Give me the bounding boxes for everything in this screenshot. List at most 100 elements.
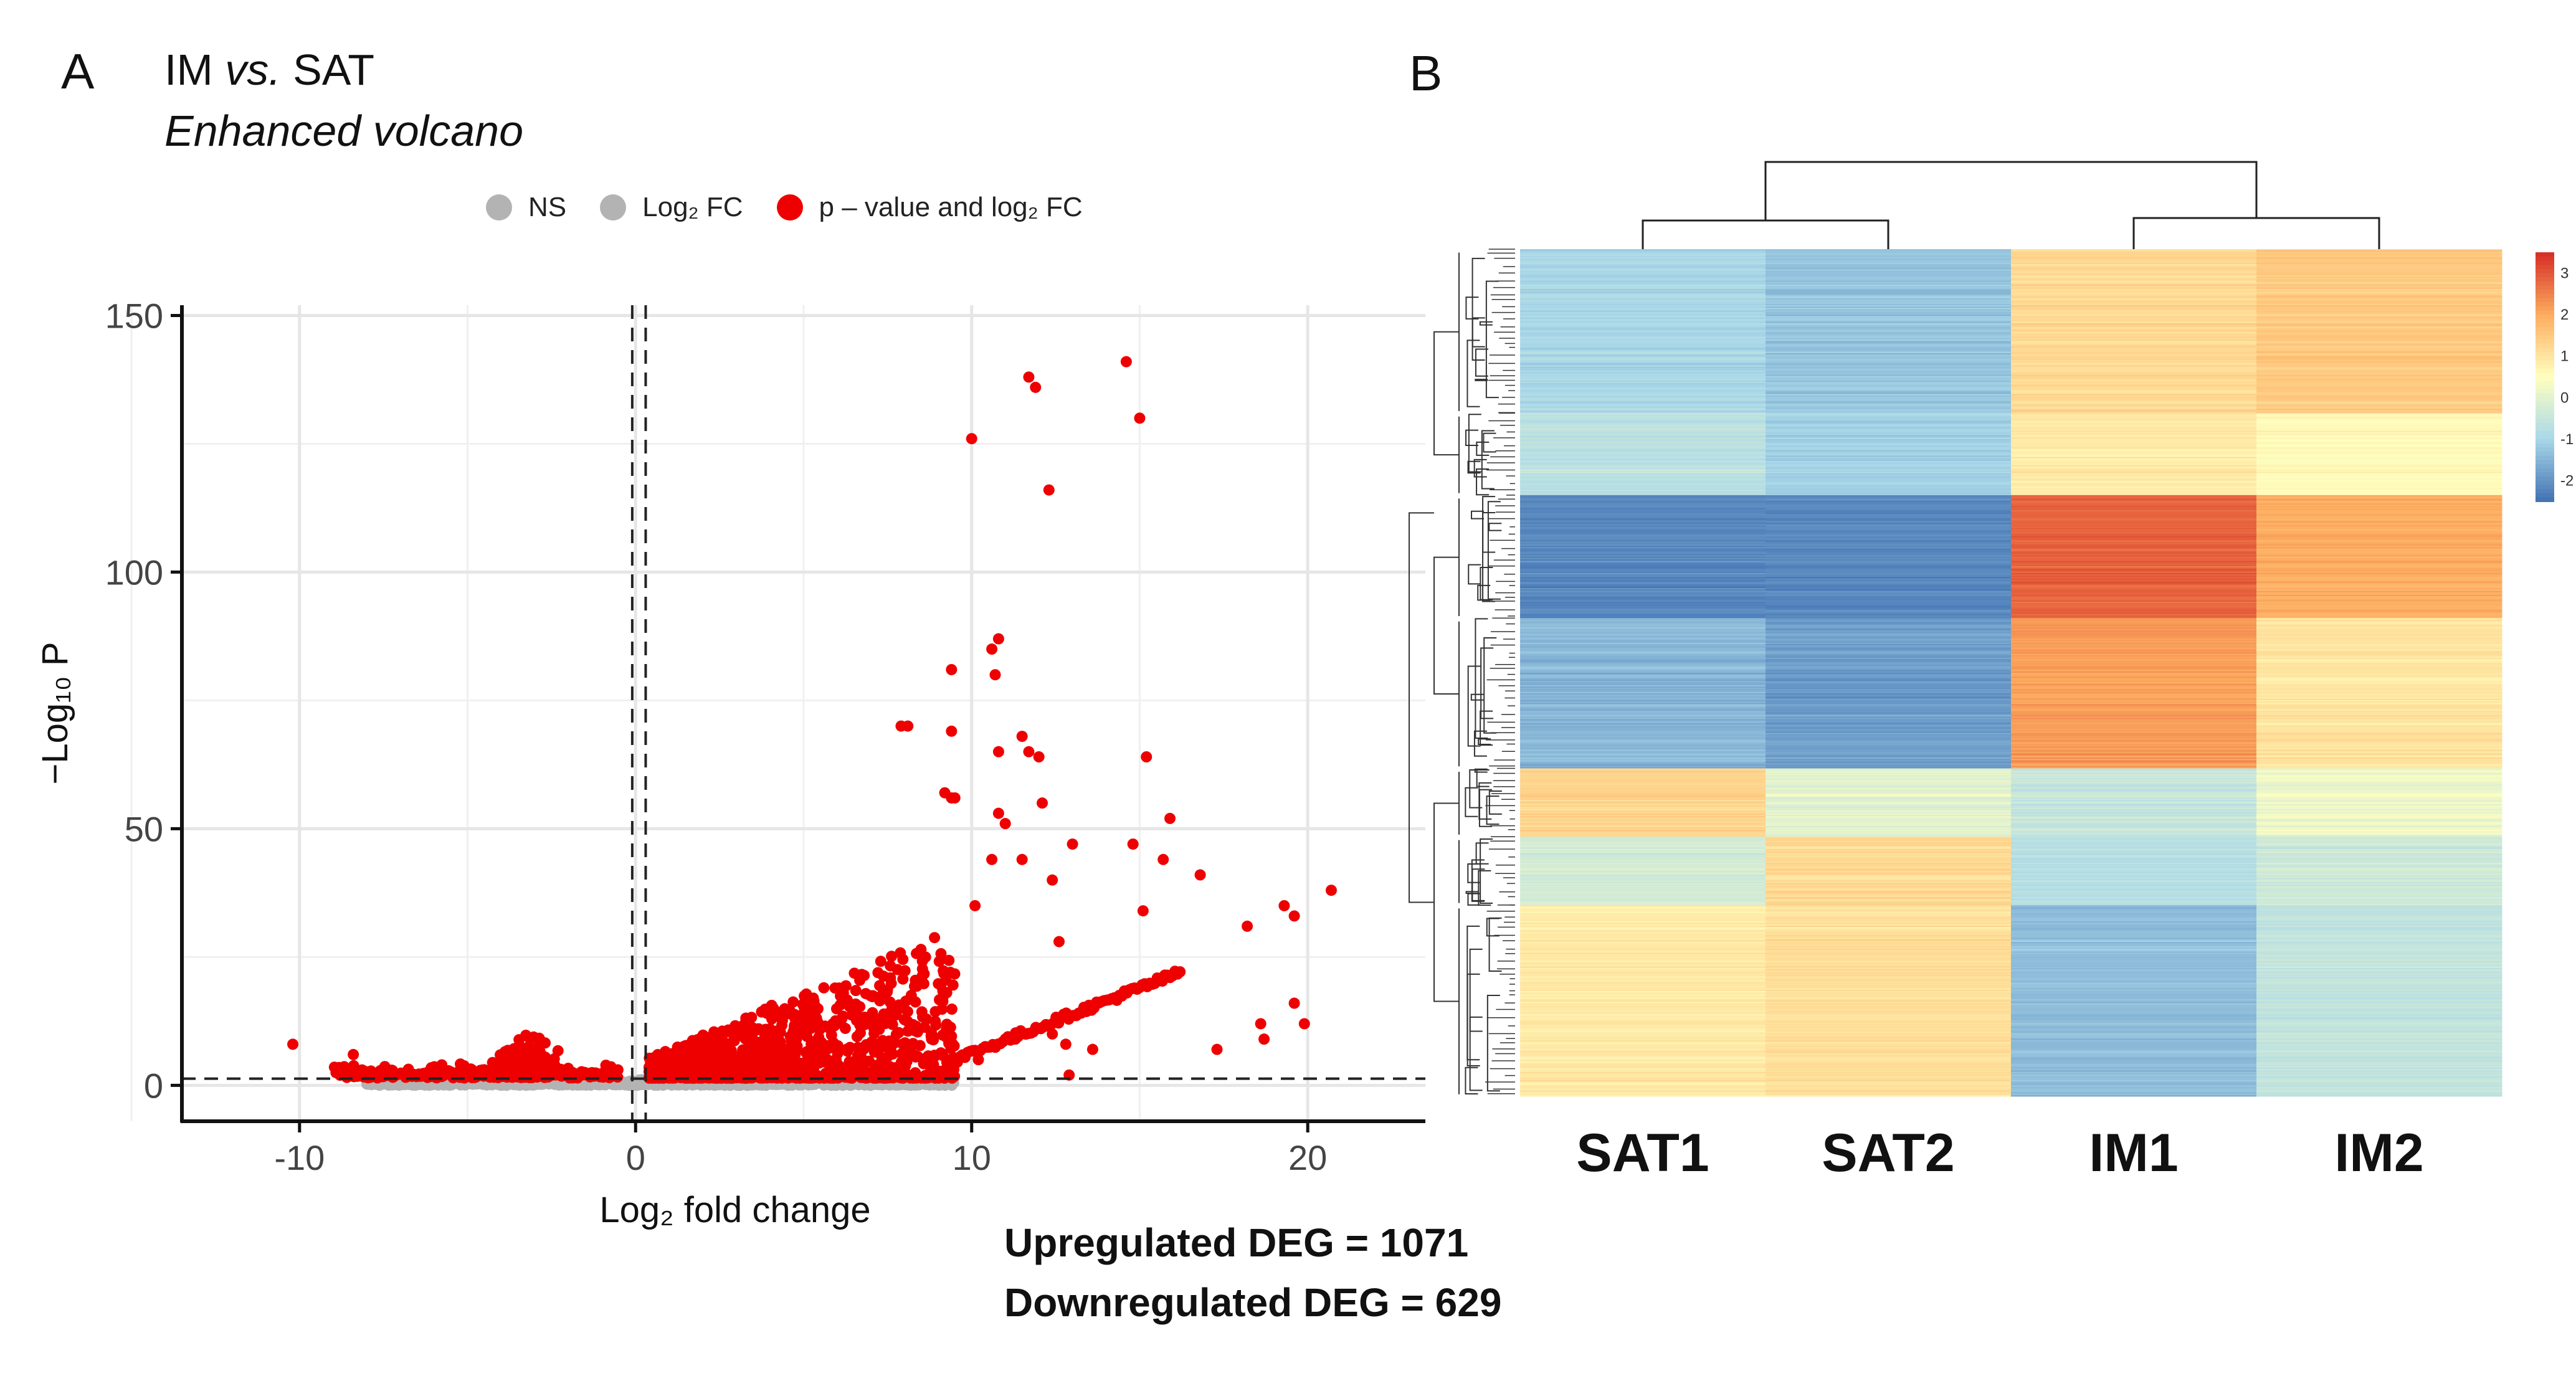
heatmap-cell: [2011, 381, 2257, 384]
heatmap-cell: [2256, 936, 2502, 939]
heatmap-cell: [1520, 576, 1766, 577]
heatmap-cell: [2011, 286, 2257, 288]
heatmap-cell: [2011, 588, 2257, 590]
heatmap-cell: [2256, 939, 2502, 941]
heatmap-cell: [2011, 853, 2257, 855]
heatmap-cell: [1766, 741, 2012, 743]
heatmap-cell: [2256, 561, 2502, 562]
dendrogram-root: [1764, 161, 2258, 221]
heatmap-cell: [1520, 505, 1766, 506]
heatmap-cell: [2011, 668, 2257, 671]
heatmap-cell: [2256, 459, 2502, 462]
heatmap-cell: [1766, 660, 2012, 662]
heatmap-cell: [1766, 965, 2012, 967]
heatmap-cell: [2256, 466, 2502, 468]
heatmap-cell: [2256, 283, 2502, 285]
heatmap-cell: [1520, 465, 1766, 467]
heatmap-cell: [1766, 861, 2012, 863]
heatmap-cell: [1520, 476, 1766, 478]
heatmap-cell: [1766, 835, 2012, 837]
heatmap-cell: [2256, 906, 2502, 908]
heatmap-cell: [1520, 936, 1766, 939]
up-regulated-point: [820, 1068, 832, 1080]
significant-point: [1043, 484, 1055, 496]
heatmap-cell: [2011, 939, 2257, 941]
heatmap-cell: [2256, 264, 2502, 266]
volcano-axes: [180, 305, 1425, 1123]
heatmap-cell: [1766, 395, 2012, 397]
heatmap-cell: [2256, 394, 2502, 396]
heatmap-cell: [2011, 742, 2257, 744]
heatmap-cell: [1766, 627, 2012, 630]
heatmap-cell: [1520, 262, 1766, 265]
heatmap-cell: [1766, 276, 2012, 278]
up-regulated-point: [728, 1035, 740, 1046]
heatmap-cell: [2011, 966, 2257, 969]
heatmap-cell: [2011, 928, 2257, 930]
heatmap-cell: [1766, 551, 2012, 553]
heatmap-cell: [1766, 331, 2012, 333]
heatmap-cell: [2011, 779, 2257, 781]
heatmap-cell: [1520, 358, 1766, 361]
heatmap-cell: [1766, 340, 2012, 343]
down-regulated-point: [499, 1046, 511, 1058]
heatmap-cell: [1766, 354, 2012, 356]
heatmap-cell: [1766, 496, 2012, 498]
heatmap-cell: [2011, 903, 2257, 906]
heatmap-cell: [1520, 875, 1766, 877]
heatmap-cell: [2256, 777, 2502, 780]
heatmap-cell: [2011, 961, 2257, 963]
significant-point: [1194, 869, 1206, 881]
heatmap-cell: [1766, 608, 2012, 610]
heatmap-cell: [2256, 389, 2502, 392]
volcano-gridlines: [130, 305, 1425, 1121]
heatmap-cell: [1520, 734, 1766, 736]
heatmap-cell: [1520, 771, 1766, 773]
heatmap-cell: [2011, 454, 2257, 456]
heatmap-cell: [2256, 648, 2502, 650]
heatmap-cell: [1520, 865, 1766, 867]
significant-point: [1030, 381, 1042, 393]
heatmap-cell: [2256, 753, 2502, 756]
heatmap-cell: [2256, 697, 2502, 700]
heatmap-cell: [2256, 518, 2502, 520]
heatmap-cell: [1520, 437, 1766, 440]
heatmap-cell: [2011, 916, 2257, 918]
heatmap-cell: [1520, 267, 1766, 269]
heatmap-cell: [2011, 805, 2257, 807]
heatmap-cell: [2011, 458, 2257, 460]
heatmap-cell: [2256, 592, 2502, 594]
significant-point: [1298, 1018, 1310, 1030]
heatmap-cell: [2011, 604, 2257, 607]
heatmap-cell: [2256, 434, 2502, 435]
heatmap-cell: [2256, 469, 2502, 471]
heatmap-cell: [1520, 306, 1766, 308]
heatmap-cell: [2256, 902, 2502, 904]
heatmap-cell: [1520, 579, 1766, 582]
heatmap-cell: [1766, 973, 2012, 975]
heatmap-cell: [2256, 982, 2502, 985]
heatmap-cell: [1766, 727, 2012, 729]
heatmap-cell: [2011, 988, 2257, 990]
row-dendrogram-branch: [1479, 321, 1493, 326]
heatmap-cell: [2256, 505, 2502, 506]
heatmap-cell: [2256, 372, 2502, 374]
heatmap-cell: [1520, 754, 1766, 757]
heatmap-cell: [2256, 457, 2502, 459]
heatmap-cell: [2256, 781, 2502, 782]
heatmap-cell: [2256, 334, 2502, 336]
heatmap-cell: [2011, 282, 2257, 284]
heatmap-cell: [2256, 445, 2502, 448]
heatmap-cell: [2011, 693, 2257, 695]
heatmap-cell: [1520, 964, 1766, 966]
heatmap-cell: [2256, 679, 2502, 681]
heatmap-cell: [2256, 703, 2502, 705]
heatmap-cell: [2011, 798, 2257, 800]
heatmap-cell: [1520, 749, 1766, 751]
heatmap-cell: [2011, 376, 2257, 378]
heatmap-cell: [1520, 271, 1766, 273]
heatmap-cell: [2256, 396, 2502, 399]
heatmap-cell: [1766, 285, 2012, 287]
heatmap-cell: [2011, 336, 2257, 339]
heatmap-cell: [2011, 551, 2257, 553]
